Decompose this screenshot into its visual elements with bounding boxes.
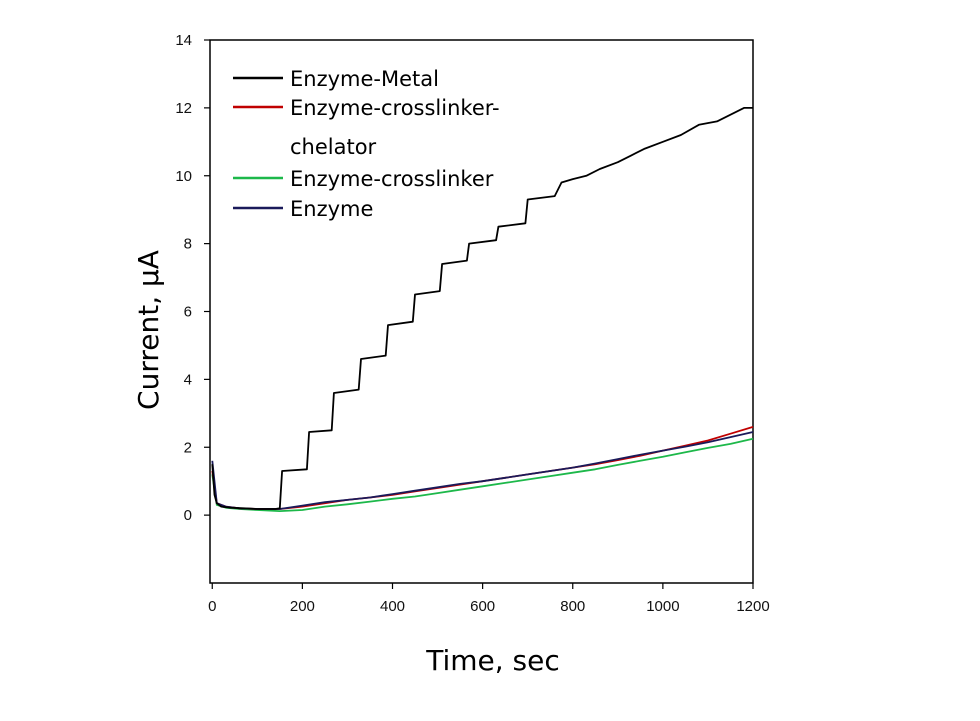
y-tick-label: 2 (184, 439, 192, 456)
y-tick-label: 12 (175, 100, 192, 117)
y-tick-label: 14 (175, 32, 192, 49)
x-axis-title: Time, sec (425, 644, 560, 677)
y-tick-label: 6 (184, 304, 192, 321)
x-axis: 0 200 400 600 800 1000 1200 (208, 583, 770, 615)
x-tick-label: 1000 (646, 598, 679, 615)
x-tick-label: 200 (290, 598, 315, 615)
legend-label-2: chelator (290, 135, 377, 159)
y-tick-label: 8 (184, 236, 192, 253)
x-tick-label: 1200 (736, 598, 769, 615)
series-layer (211, 107, 754, 512)
plot-frame (209, 39, 754, 584)
x-tick-label: 400 (380, 598, 405, 615)
y-axis: 0 2 4 6 8 10 12 14 (175, 32, 210, 524)
x-tick-label: 0 (208, 598, 216, 615)
legend-label-1: Enzyme-Metal (290, 67, 439, 91)
y-tick-label: 10 (175, 168, 192, 185)
y-tick-label: 0 (184, 507, 192, 524)
legend-label-2: Enzyme-crosslinker- (290, 96, 500, 120)
legend-label-3: Enzyme-crosslinker (290, 167, 494, 191)
x-tick-label: 800 (560, 598, 585, 615)
legend-label-4: Enzyme (290, 197, 373, 221)
series-line-1 (211, 107, 753, 510)
x-tick-label: 600 (470, 598, 495, 615)
y-axis-title: Current, µA (132, 250, 165, 410)
series-line-3 (211, 437, 754, 512)
y-tick-label: 4 (184, 371, 192, 388)
series-line-2 (211, 426, 754, 510)
legend: Enzyme-Metal Enzyme-crosslinker-chelator E… (233, 67, 500, 221)
